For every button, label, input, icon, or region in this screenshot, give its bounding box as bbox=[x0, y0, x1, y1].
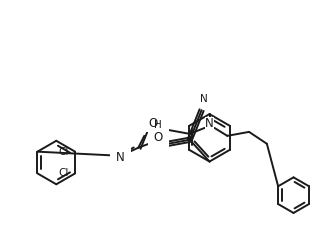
Text: Cl: Cl bbox=[59, 168, 69, 178]
Text: N: N bbox=[205, 117, 214, 131]
Text: N: N bbox=[116, 151, 125, 164]
Text: N: N bbox=[200, 94, 207, 104]
Text: O: O bbox=[153, 131, 163, 144]
Text: N: N bbox=[153, 139, 161, 149]
Text: O: O bbox=[148, 117, 157, 130]
Text: Cl: Cl bbox=[59, 147, 69, 157]
Text: H: H bbox=[154, 120, 162, 130]
